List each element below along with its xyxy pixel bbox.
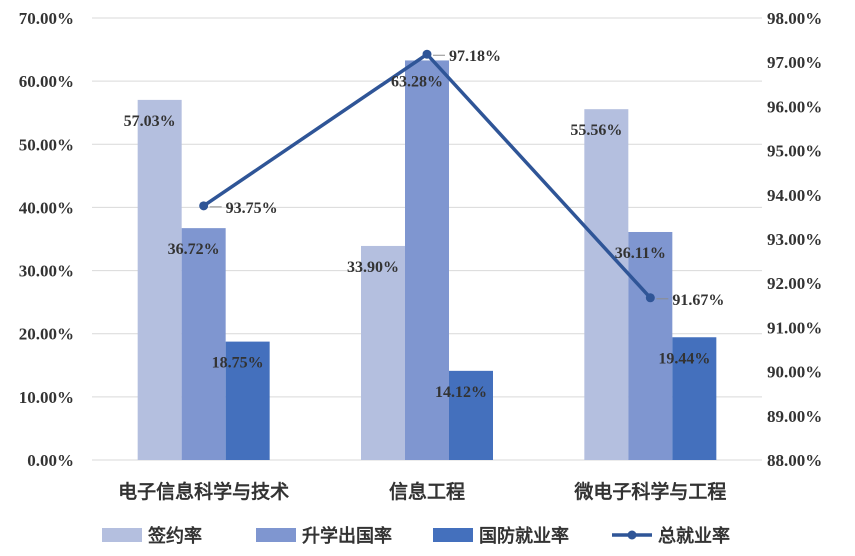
right-tick-label: 88.00% xyxy=(767,451,822,470)
bar xyxy=(361,245,405,460)
line-data-label: 93.75% xyxy=(226,200,278,217)
left-tick-label: 0.00% xyxy=(27,451,74,470)
bar-data-label: 55.56% xyxy=(570,122,622,139)
bar xyxy=(672,337,717,460)
bar xyxy=(405,60,449,460)
bar xyxy=(449,370,493,460)
data-labels: 57.03% 33.90% 55.56% 36.72% 63.28% 36.11% 18.7… xyxy=(124,48,725,401)
line-point xyxy=(199,201,209,211)
line-data-label: 97.18% xyxy=(449,48,501,65)
legend: 签约率 升学出国率 国防就业率 总就业率 xyxy=(102,525,730,546)
right-tick-label: 92.00% xyxy=(767,274,822,293)
bar xyxy=(628,231,673,460)
right-tick-label: 93.00% xyxy=(767,230,822,249)
line-data-label: 91.67% xyxy=(672,292,724,309)
category-label: 微电子科学与工程 xyxy=(573,480,726,503)
line-point xyxy=(645,293,655,303)
legend-swatch xyxy=(102,528,142,542)
line-point xyxy=(422,49,432,59)
bar-data-label: 36.11% xyxy=(615,245,666,262)
right-axis: 88.00% 89.00% 90.00% 91.00% 92.00% 93.00% 94.0… xyxy=(767,9,822,470)
bar xyxy=(225,341,270,460)
legend-marker xyxy=(627,530,637,540)
legend-label: 签约率 xyxy=(147,525,202,546)
left-tick-label: 40.00% xyxy=(19,198,74,217)
left-tick-label: 70.00% xyxy=(19,9,74,28)
bar-series xyxy=(137,60,717,460)
right-tick-label: 91.00% xyxy=(767,318,822,337)
left-tick-label: 50.00% xyxy=(19,135,74,154)
right-tick-label: 98.00% xyxy=(767,9,822,28)
bar xyxy=(137,99,182,460)
category-label: 电子信息科学与技术 xyxy=(118,480,289,503)
right-tick-label: 90.00% xyxy=(767,363,822,382)
legend-label: 国防就业率 xyxy=(479,525,569,546)
line-series xyxy=(199,49,655,303)
legend-label: 升学出国率 xyxy=(302,525,392,546)
right-tick-label: 94.00% xyxy=(767,186,822,205)
left-tick-label: 20.00% xyxy=(19,325,74,344)
left-tick-label: 30.00% xyxy=(19,262,74,281)
bar-data-label: 18.75% xyxy=(212,355,264,372)
legend-swatch xyxy=(256,528,296,542)
bar-data-label: 63.28% xyxy=(391,73,443,90)
left-tick-label: 60.00% xyxy=(19,72,74,91)
legend-swatch xyxy=(433,528,473,542)
bar-data-label: 19.44% xyxy=(658,350,710,367)
bar xyxy=(181,228,226,460)
bar xyxy=(584,109,629,460)
right-tick-label: 96.00% xyxy=(767,97,822,116)
bar-data-label: 14.12% xyxy=(435,384,487,401)
category-label: 信息工程 xyxy=(389,480,465,503)
right-tick-label: 95.00% xyxy=(767,142,822,161)
legend-label: 总就业率 xyxy=(658,525,730,546)
right-tick-label: 89.00% xyxy=(767,407,822,426)
left-tick-label: 10.00% xyxy=(19,388,74,407)
bar-data-label: 57.03% xyxy=(124,113,176,130)
bar-data-label: 33.90% xyxy=(347,259,399,276)
bar-data-label: 36.72% xyxy=(168,241,220,258)
category-axis: 电子信息科学与技术 信息工程 微电子科学与工程 xyxy=(118,480,726,503)
left-axis: 0.00% 10.00% 20.00% 30.00% 40.00% 50.00% 60.00… xyxy=(19,9,74,470)
right-tick-label: 97.00% xyxy=(767,53,822,72)
